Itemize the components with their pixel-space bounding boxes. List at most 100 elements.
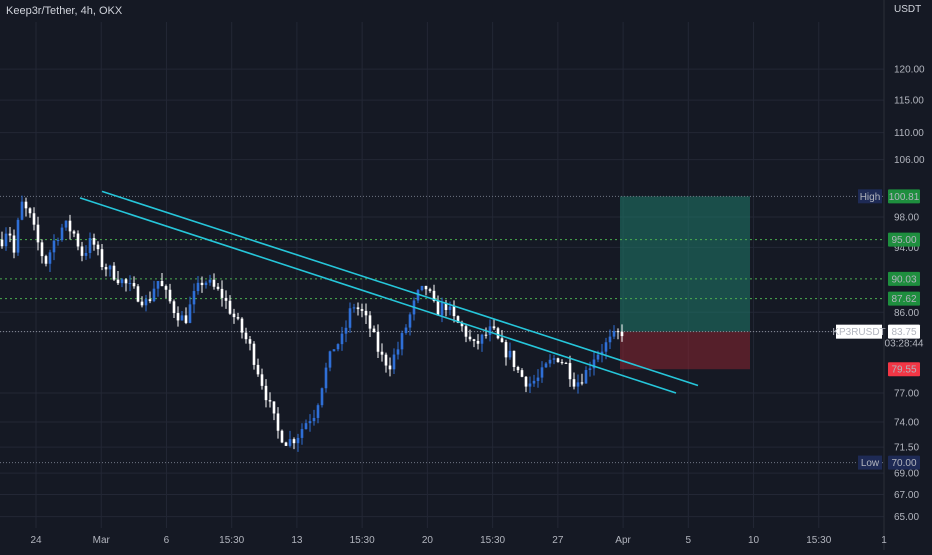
candle-body[interactable] bbox=[384, 354, 388, 366]
candle-body[interactable] bbox=[320, 388, 324, 406]
trendline-lower[interactable] bbox=[79, 197, 677, 394]
loss-zone[interactable] bbox=[620, 331, 750, 370]
candle-body[interactable] bbox=[28, 208, 32, 214]
candle-body[interactable] bbox=[344, 327, 348, 334]
candle-body[interactable] bbox=[500, 338, 504, 343]
candle-body[interactable] bbox=[328, 351, 332, 368]
candle-body[interactable] bbox=[216, 286, 220, 289]
candle-body[interactable] bbox=[116, 279, 120, 284]
candle-body[interactable] bbox=[552, 358, 556, 360]
candle-body[interactable] bbox=[316, 405, 320, 418]
candle-body[interactable] bbox=[144, 299, 148, 306]
candle-body[interactable] bbox=[448, 306, 452, 311]
candle-body[interactable] bbox=[364, 310, 368, 316]
candle-body[interactable] bbox=[492, 326, 496, 329]
candle-body[interactable] bbox=[544, 363, 548, 368]
candle-body[interactable] bbox=[324, 367, 328, 389]
candle-body[interactable] bbox=[484, 334, 488, 336]
candle-body[interactable] bbox=[588, 368, 592, 371]
candle-body[interactable] bbox=[16, 219, 20, 253]
candle-body[interactable] bbox=[300, 429, 304, 438]
candle-body[interactable] bbox=[32, 213, 36, 225]
candle-body[interactable] bbox=[496, 328, 500, 339]
candle-body[interactable] bbox=[428, 289, 432, 291]
candle-body[interactable] bbox=[576, 382, 580, 387]
candle-body[interactable] bbox=[176, 313, 180, 321]
candle-body[interactable] bbox=[168, 289, 172, 302]
candle-body[interactable] bbox=[12, 235, 16, 253]
candle-body[interactable] bbox=[80, 246, 84, 256]
candle-body[interactable] bbox=[528, 383, 532, 387]
candle-body[interactable] bbox=[64, 220, 68, 228]
candle-body[interactable] bbox=[104, 267, 108, 270]
candle-body[interactable] bbox=[252, 343, 256, 365]
candle-body[interactable] bbox=[388, 365, 392, 370]
candle-body[interactable] bbox=[460, 322, 464, 327]
candle-body[interactable] bbox=[436, 300, 440, 316]
candle-body[interactable] bbox=[608, 336, 612, 343]
candle-body[interactable] bbox=[24, 201, 28, 209]
candle-body[interactable] bbox=[336, 344, 340, 350]
candle-body[interactable] bbox=[288, 439, 292, 446]
trendline-upper[interactable] bbox=[101, 190, 699, 387]
time-axis[interactable]: 24 Mar 6 15:30 13 15:30 20 15:30 27 Apr 5 10 15:30 1 bbox=[30, 535, 887, 546]
candle-body[interactable] bbox=[148, 299, 152, 302]
candle-body[interactable] bbox=[456, 316, 460, 323]
candle-body[interactable] bbox=[276, 413, 280, 431]
candle-body[interactable] bbox=[240, 318, 244, 333]
candle-body[interactable] bbox=[548, 359, 552, 364]
candle-body[interactable] bbox=[68, 220, 72, 232]
candle-body[interactable] bbox=[76, 233, 80, 247]
candle-body[interactable] bbox=[420, 285, 424, 291]
candle-body[interactable] bbox=[8, 233, 12, 236]
candle-body[interactable] bbox=[352, 307, 356, 309]
candle-body[interactable] bbox=[4, 233, 8, 247]
candle-body[interactable] bbox=[180, 315, 184, 321]
candle-body[interactable] bbox=[372, 328, 376, 333]
candle-body[interactable] bbox=[184, 315, 188, 323]
candle-body[interactable] bbox=[60, 227, 64, 241]
candle-body[interactable] bbox=[432, 290, 436, 301]
candle-body[interactable] bbox=[96, 244, 100, 250]
candle-body[interactable] bbox=[172, 301, 176, 314]
candle-body[interactable] bbox=[212, 279, 216, 287]
candle-body[interactable] bbox=[468, 336, 472, 340]
candle-body[interactable] bbox=[124, 279, 128, 284]
candle-body[interactable] bbox=[536, 377, 540, 381]
candle-body[interactable] bbox=[48, 252, 52, 264]
candle-body[interactable] bbox=[192, 291, 196, 305]
candle-body[interactable] bbox=[272, 401, 276, 414]
candle-body[interactable] bbox=[600, 351, 604, 355]
candle-body[interactable] bbox=[568, 363, 572, 380]
candle-body[interactable] bbox=[200, 282, 204, 286]
candle-body[interactable] bbox=[40, 242, 44, 257]
candle-body[interactable] bbox=[36, 224, 40, 243]
candle-body[interactable] bbox=[56, 240, 60, 242]
candle-body[interactable] bbox=[112, 265, 116, 280]
candle-body[interactable] bbox=[160, 281, 164, 287]
candles[interactable] bbox=[0, 195, 624, 452]
candle-body[interactable] bbox=[604, 342, 608, 352]
candle-body[interactable] bbox=[444, 302, 448, 311]
candle-body[interactable] bbox=[480, 334, 484, 344]
candle-body[interactable] bbox=[464, 326, 468, 337]
candle-body[interactable] bbox=[92, 238, 96, 245]
candle-body[interactable] bbox=[424, 285, 428, 290]
candle-body[interactable] bbox=[220, 288, 224, 298]
candle-body[interactable] bbox=[332, 349, 336, 352]
candle-body[interactable] bbox=[512, 350, 516, 368]
candle-body[interactable] bbox=[0, 239, 4, 247]
candle-body[interactable] bbox=[308, 421, 312, 424]
candle-body[interactable] bbox=[392, 354, 396, 370]
profit-zone[interactable] bbox=[620, 196, 750, 332]
candle-body[interactable] bbox=[156, 281, 160, 289]
candle-body[interactable] bbox=[264, 385, 268, 401]
candle-body[interactable] bbox=[400, 333, 404, 350]
candle-body[interactable] bbox=[248, 339, 252, 344]
candle-body[interactable] bbox=[284, 442, 288, 446]
candle-body[interactable] bbox=[108, 265, 112, 270]
candle-body[interactable] bbox=[208, 279, 212, 283]
candle-body[interactable] bbox=[44, 256, 48, 264]
candle-body[interactable] bbox=[268, 400, 272, 402]
